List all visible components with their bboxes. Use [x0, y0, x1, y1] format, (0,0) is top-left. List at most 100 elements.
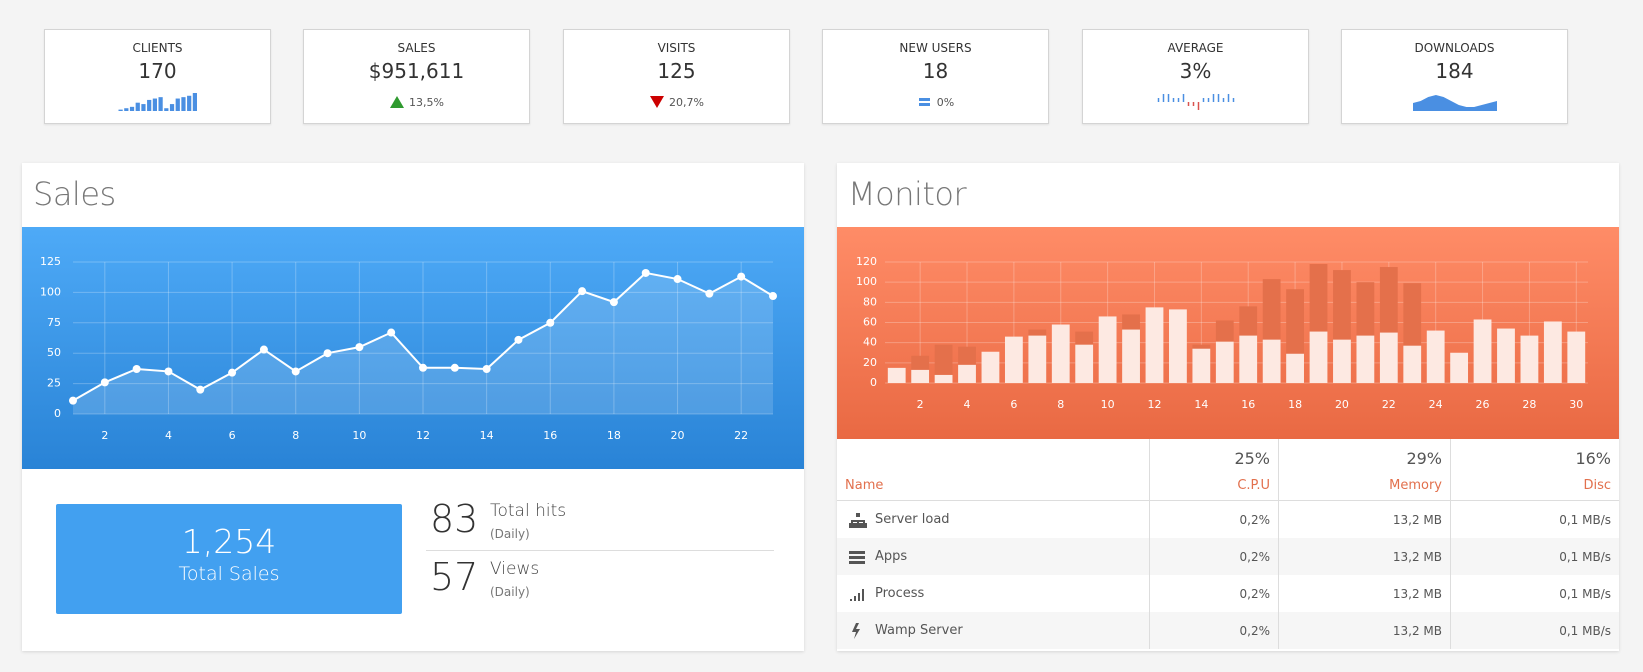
y-tick-label: 25 [47, 377, 61, 390]
x-tick-label: 6 [229, 429, 236, 442]
spark-tick [1172, 98, 1174, 102]
divider [426, 550, 774, 551]
x-tick-label: 2 [101, 429, 108, 442]
x-tick-label: 16 [543, 429, 557, 442]
x-tick-label: 22 [734, 429, 748, 442]
stat-extra: 20,7% [564, 92, 789, 112]
x-tick-label: 28 [1522, 398, 1536, 411]
cell-text: 0,2% [1239, 586, 1271, 601]
spark-tick [1217, 94, 1219, 102]
stat-label: AVERAGE [1167, 41, 1224, 55]
header-name: Disc [1583, 478, 1611, 493]
row-icon [849, 512, 867, 528]
point [641, 268, 650, 277]
x-tick-label: 8 [1057, 398, 1064, 411]
spark-bar [175, 98, 180, 111]
trend-shape [390, 96, 405, 108]
bar [1309, 331, 1328, 383]
spark-bar [158, 97, 163, 111]
point [132, 365, 141, 374]
point [196, 385, 205, 394]
metric-value: 57 [430, 555, 479, 599]
metric-period: (Daily) [490, 585, 530, 599]
bar [1567, 331, 1586, 383]
spark-tick [1157, 98, 1159, 102]
bar [1520, 335, 1539, 383]
stat-label: NEW USERS [899, 41, 972, 55]
stat-card: AVERAGE 3% [1082, 29, 1309, 124]
sparkline [118, 93, 197, 111]
panel-title: Sales [33, 175, 116, 213]
x-tick-label: 6 [1010, 398, 1017, 411]
trend-icon [918, 98, 930, 106]
spark-tick [1212, 94, 1214, 102]
x-tick-label: 14 [480, 429, 494, 442]
spark-bar [146, 99, 151, 111]
point [546, 318, 555, 327]
cell-text: 0,1 MB/s [1559, 586, 1611, 601]
stat-value: 125 [657, 59, 696, 83]
x-tick-label: 22 [1382, 398, 1396, 411]
bar [1333, 339, 1351, 383]
x-tick-label: 26 [1476, 398, 1490, 411]
stat-card: VISITS 125 20,7% [563, 29, 790, 124]
cell-text: 0,1 MB/s [1559, 512, 1611, 527]
sparkline [1412, 95, 1497, 111]
bar [981, 351, 1000, 383]
bar [887, 367, 906, 383]
point [259, 345, 268, 354]
point [609, 298, 618, 307]
spark-bar [192, 93, 197, 111]
trend-icon [390, 96, 405, 108]
header-name: C.P.U [1237, 478, 1270, 493]
cell-text: 13,2 MB [1392, 512, 1442, 527]
spark-bar [123, 108, 128, 111]
stat-card: CLIENTS 170 [44, 29, 271, 124]
bar [1497, 328, 1515, 383]
bar [1075, 344, 1094, 383]
chart-background [22, 227, 804, 469]
stat-value: 3% [1179, 59, 1212, 83]
stat-extra [1342, 92, 1567, 112]
header-name: Memory [1389, 478, 1442, 493]
y-tick-label: 100 [40, 285, 61, 298]
trend-shape [918, 98, 930, 106]
x-tick-label: 20 [1335, 398, 1349, 411]
spark-tick [1232, 98, 1234, 102]
spark-tick [1182, 94, 1184, 102]
y-tick-label: 60 [863, 316, 877, 329]
point [387, 328, 396, 337]
x-tick-label: 24 [1429, 398, 1443, 411]
stat-card: SALES $951,611 13,5% [303, 29, 530, 124]
spark-tick [1162, 94, 1164, 102]
x-tick-label: 12 [1147, 398, 1161, 411]
cell-text: 13,2 MB [1392, 586, 1442, 601]
bar [1098, 316, 1117, 383]
bar [1379, 332, 1398, 383]
bar [1426, 330, 1445, 383]
point [705, 289, 714, 298]
spark-bar [135, 102, 140, 111]
table-cell: Wamp Server [837, 612, 1149, 649]
x-tick-label: 18 [1288, 398, 1302, 411]
y-tick-label: 0 [54, 407, 61, 420]
total-label: Total Sales [178, 563, 280, 585]
stat-change: 20,7% [669, 95, 704, 109]
total-box: 1,254 Total Sales [56, 504, 402, 614]
cell-text: 13,2 MB [1392, 623, 1442, 638]
point [737, 272, 746, 281]
spark-bar [186, 95, 191, 111]
table-cell: 13,2 MB [1278, 612, 1450, 649]
table-cell: 13,2 MB [1278, 501, 1450, 538]
table-cell: 0,2% [1149, 575, 1278, 612]
x-tick-label: 2 [917, 398, 924, 411]
point [769, 292, 777, 301]
row-icon [850, 588, 864, 601]
point [482, 365, 491, 374]
metric-label: Views [490, 559, 540, 579]
cell-text: 0,2% [1239, 549, 1271, 564]
row-background [837, 501, 1619, 538]
bar [1262, 339, 1281, 383]
stat-label: DOWNLOADS [1414, 41, 1495, 55]
